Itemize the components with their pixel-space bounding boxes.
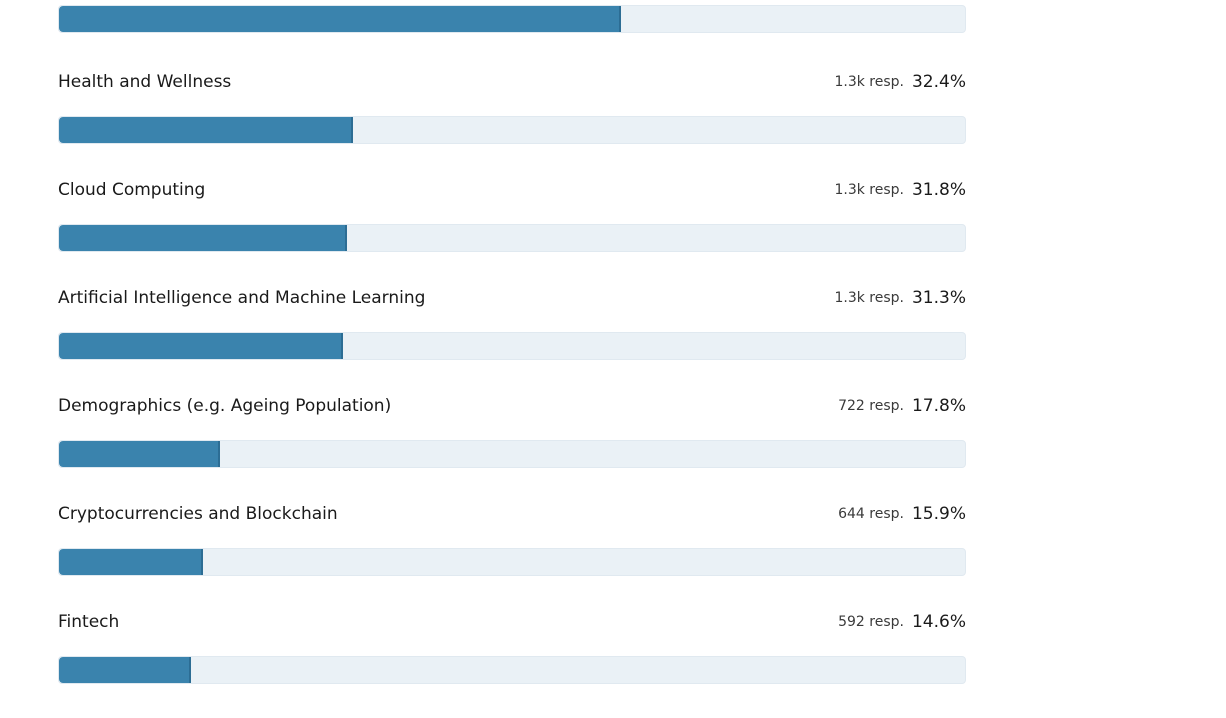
bar-meta: 592 resp. 14.6%	[838, 610, 966, 635]
bar-meta: 1.3k resp. 31.3%	[834, 286, 966, 311]
bar-fill-partial	[59, 6, 621, 32]
bar-track	[58, 548, 966, 576]
bar-response-count: 592 resp.	[838, 614, 904, 630]
bar-percent-label: 15.9%	[911, 504, 966, 524]
bar-response-count: 722 resp.	[838, 398, 904, 414]
bar-row-header: Fintech 592 resp. 14.6%	[58, 610, 966, 634]
bar-track	[58, 656, 966, 684]
bar-fill	[59, 441, 221, 467]
bar-meta: 1.3k resp. 32.4%	[834, 70, 966, 95]
bar-percent-label: 31.3%	[911, 288, 966, 308]
bar-row: Health and Wellness 1.3k resp. 32.4%	[58, 70, 966, 178]
bar-row-header: Health and Wellness 1.3k resp. 32.4%	[58, 70, 966, 94]
bar-track-partial	[58, 5, 966, 33]
bar-response-count: 1.3k resp.	[834, 74, 904, 90]
bar-label: Health and Wellness	[58, 72, 232, 92]
bar-label: Fintech	[58, 612, 120, 632]
bar-label: Demographics (e.g. Ageing Population)	[58, 396, 392, 416]
bar-label: Cryptocurrencies and Blockchain	[58, 504, 338, 524]
bar-label: Cloud Computing	[58, 180, 206, 200]
bar-percent-label: 17.8%	[911, 396, 966, 416]
bar-fill	[59, 333, 343, 359]
bar-row: Artificial Intelligence and Machine Lear…	[58, 286, 966, 394]
bar-response-count: 644 resp.	[838, 506, 904, 522]
bar-meta: 722 resp. 17.8%	[838, 394, 966, 419]
bar-fill	[59, 225, 348, 251]
bar-meta: 644 resp. 15.9%	[838, 502, 966, 527]
bar-percent-label: 32.4%	[911, 72, 966, 92]
bar-row: Cryptocurrencies and Blockchain 644 resp.…	[58, 502, 966, 610]
bar-row-header: Cloud Computing 1.3k resp. 31.8%	[58, 178, 966, 202]
bar-meta: 1.3k resp. 31.8%	[834, 178, 966, 203]
bar-response-count: 1.3k resp.	[834, 182, 904, 198]
bar-row: Demographics (e.g. Ageing Population) 722…	[58, 394, 966, 502]
bar-row-header: Demographics (e.g. Ageing Population) 722…	[58, 394, 966, 418]
bar-fill	[59, 117, 353, 143]
bar-response-count: 1.3k resp.	[834, 290, 904, 306]
bar-track	[58, 116, 966, 144]
bar-percent-label: 14.6%	[911, 612, 966, 632]
bar-row-header: Artificial Intelligence and Machine Lear…	[58, 286, 966, 310]
bar-track	[58, 440, 966, 468]
bar-percent-label: 31.8%	[911, 180, 966, 200]
bar-row-header: Cryptocurrencies and Blockchain 644 resp.…	[58, 502, 966, 526]
bar-label: Artificial Intelligence and Machine Lear…	[58, 288, 426, 308]
bar-row: Fintech 592 resp. 14.6%	[58, 610, 966, 718]
bar-track	[58, 224, 966, 252]
bar-row: Cloud Computing 1.3k resp. 31.8%	[58, 178, 966, 286]
bar-fill	[59, 657, 192, 683]
bar-fill	[59, 549, 204, 575]
bar-track	[58, 332, 966, 360]
